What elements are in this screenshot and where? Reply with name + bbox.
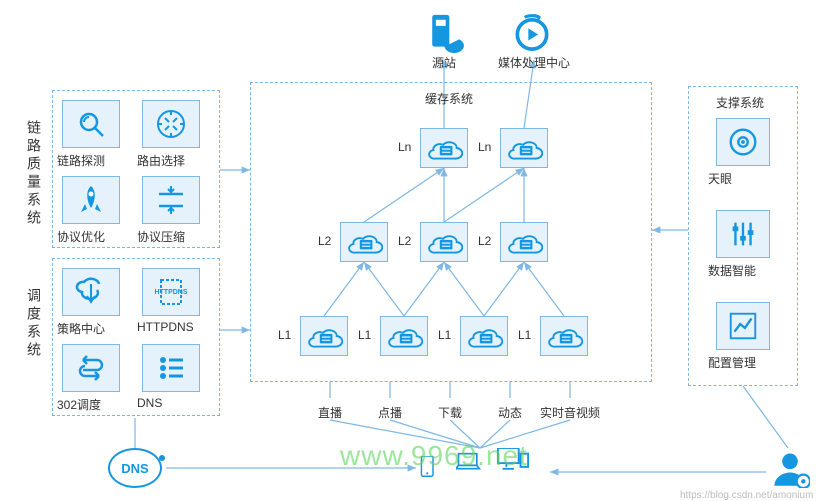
- label: 链路探测: [57, 152, 105, 169]
- section-title: 调度系统: [24, 288, 44, 360]
- label: 协议压缩: [137, 228, 185, 245]
- cache-node: [500, 128, 548, 168]
- label: Ln: [398, 140, 411, 154]
- dns-badge: DNS: [108, 448, 162, 488]
- label: 点播: [378, 404, 402, 421]
- label: 支撑系统: [716, 94, 764, 111]
- label: L1: [278, 328, 291, 342]
- label: 配置管理: [708, 354, 756, 371]
- label: 路由选择: [137, 152, 185, 169]
- label: 下载: [438, 404, 462, 421]
- media-icon: [510, 10, 558, 50]
- feature-rocket: [62, 176, 120, 224]
- cache-node: [340, 222, 388, 262]
- label: L1: [518, 328, 531, 342]
- feature-sched302: [62, 344, 120, 392]
- label: DNS: [137, 396, 162, 410]
- feature-httpdns: HTTPDNS: [142, 268, 200, 316]
- cache-node: [460, 316, 508, 356]
- cache-node: [380, 316, 428, 356]
- feature-route: [142, 100, 200, 148]
- section-title: 链路质量系统: [24, 120, 44, 228]
- support-eye: [716, 118, 770, 166]
- label: 媒体处理中心: [498, 54, 570, 71]
- label: 动态: [498, 404, 522, 421]
- watermark: www.9969.net: [340, 440, 528, 472]
- user-icon: [770, 448, 810, 493]
- origin-icon: [420, 10, 468, 50]
- feature-dnslist: [142, 344, 200, 392]
- label: 天眼: [708, 170, 732, 187]
- label: L2: [318, 234, 331, 248]
- label: L1: [438, 328, 451, 342]
- label: 源站: [432, 54, 456, 71]
- label: L2: [398, 234, 411, 248]
- label: 缓存系统: [425, 90, 473, 107]
- label: 策略中心: [57, 320, 105, 337]
- label: 直播: [318, 404, 342, 421]
- watermark-small: https://blog.csdn.net/amonium: [680, 490, 813, 501]
- cache-node: [300, 316, 348, 356]
- svg-text:HTTPDNS: HTTPDNS: [154, 289, 187, 296]
- label: 302调度: [57, 396, 101, 413]
- label: HTTPDNS: [137, 320, 194, 334]
- label: 数据智能: [708, 262, 756, 279]
- label: Ln: [478, 140, 491, 154]
- cache-node: [420, 128, 468, 168]
- feature-probe: [62, 100, 120, 148]
- label: 协议优化: [57, 228, 105, 245]
- support-chart: [716, 302, 770, 350]
- label: L2: [478, 234, 491, 248]
- label: L1: [358, 328, 371, 342]
- cache-node: [540, 316, 588, 356]
- feature-policy: [62, 268, 120, 316]
- support-sliders: [716, 210, 770, 258]
- cache-node: [500, 222, 548, 262]
- feature-compress: [142, 176, 200, 224]
- label: 实时音视频: [540, 404, 600, 421]
- cache-node: [420, 222, 468, 262]
